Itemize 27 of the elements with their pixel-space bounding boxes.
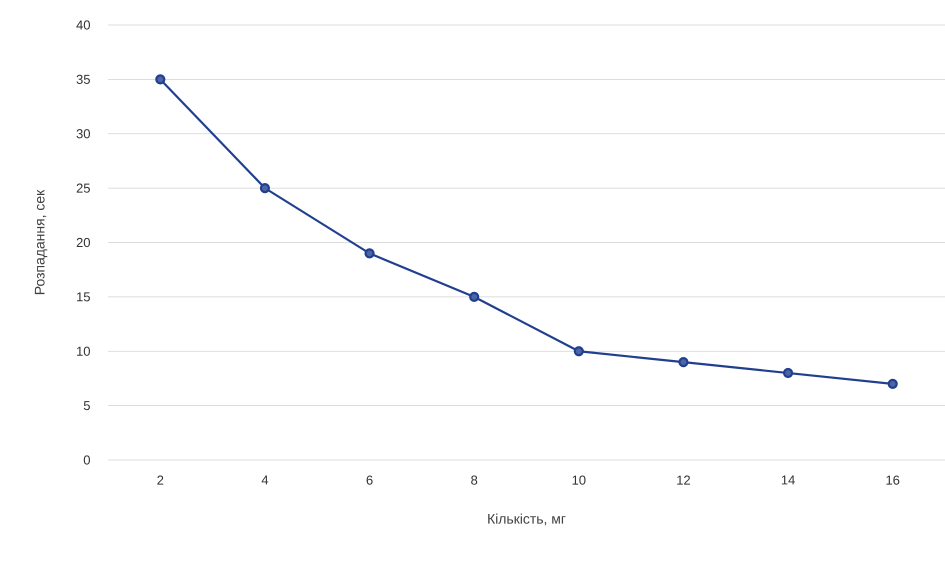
- y-axis-title: Розпадання, сек: [34, 190, 48, 294]
- y-tick-label: 25: [76, 184, 90, 193]
- point: [364, 248, 375, 258]
- x-tick-label: 6: [366, 476, 373, 485]
- point: [260, 183, 270, 194]
- x-axis-title: Кількість, мг: [488, 514, 566, 526]
- point: [469, 292, 480, 302]
- y-tick-label: 0: [84, 455, 90, 465]
- point: [155, 74, 166, 84]
- x-tick-label: 8: [471, 476, 478, 485]
- y-tick-label: 15: [77, 292, 90, 302]
- y-tick-label: 20: [76, 238, 90, 248]
- x-tick-label: 12: [677, 476, 690, 485]
- y-tick-label: 35: [76, 74, 90, 84]
- point: [574, 346, 584, 356]
- x-tick-label: 4: [262, 476, 268, 484]
- y-tick-label: 40: [76, 20, 90, 30]
- x-tick-label: 16: [886, 476, 900, 485]
- y-tick-label: 5: [84, 401, 90, 410]
- x-tick-label: 14: [782, 476, 795, 484]
- x-tick-label: 2: [157, 476, 164, 485]
- y-tick-label: 10: [77, 346, 90, 356]
- x-tick-label: 10: [572, 476, 586, 485]
- point: [782, 368, 794, 378]
- y-tick-label: 30: [76, 129, 90, 138]
- point: [678, 357, 689, 368]
- point: [888, 378, 898, 389]
